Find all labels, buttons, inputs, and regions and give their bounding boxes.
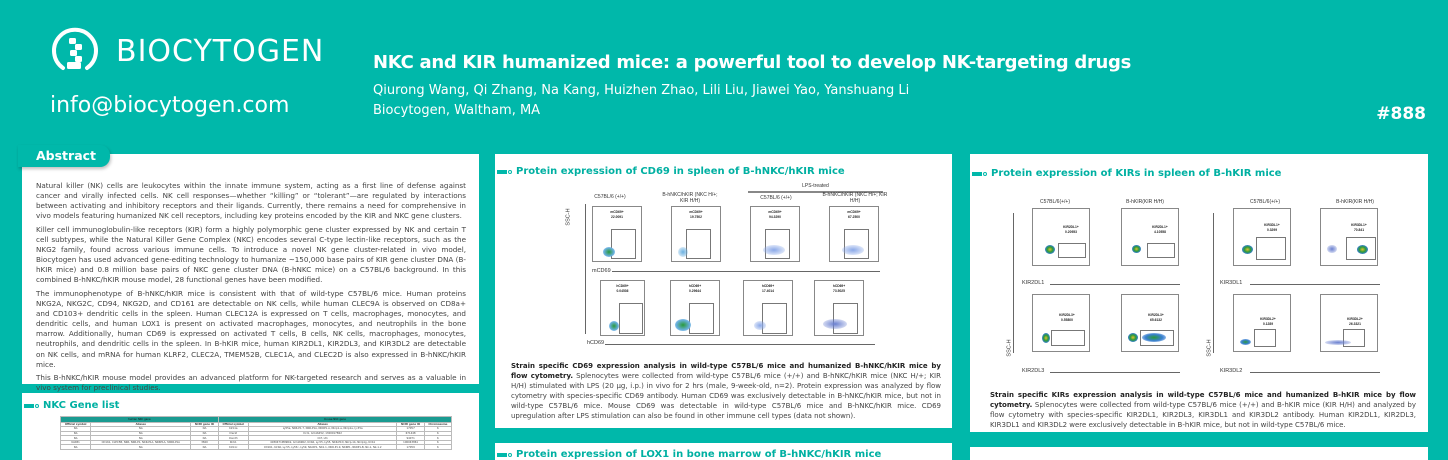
brand-name: BIOCYTOGEN [116,33,325,69]
flow-plot: KIR3DL1+ 0.3299 [1233,208,1291,266]
affiliation: Biocytogen, Waltham, MA [373,103,541,118]
flow-plot: hCD69+ 17.4014 [743,280,793,336]
x-axis-line [612,271,880,272]
abstract-panel [22,154,479,384]
x-axis-line [605,344,875,345]
cd69-heading: Protein expression of CD69 in spleen of … [497,166,845,177]
x-axis-line [1050,372,1180,373]
gate-box [844,229,869,259]
nkc-gene-table: human NKC gene mouse NKC gene Official s… [59,416,453,451]
x-axis-label: KIR2DL3 [1022,368,1045,374]
gate-box [1051,330,1085,346]
y-axis-line [585,204,586,334]
flow-plot: KIR3DL1+ 70.841 [1320,208,1378,266]
x-axis-line [1050,284,1180,285]
author-list: Qiurong Wang, Qi Zhang, Na Kang, Huizhen… [373,83,910,98]
y-axis-label: SSC-H [565,208,572,226]
y-axis-line [1213,213,1214,353]
gate-box [1140,330,1174,346]
x-axis-label: KIR3DL2 [1220,368,1243,374]
poster-number: #888 [1376,104,1426,124]
gate-box [1256,237,1286,260]
section-bullet-icon [24,403,34,408]
gate-box [1343,329,1365,347]
next-panel [970,447,1428,460]
flow-plot: KIR3DL2+ 26.3321 [1320,294,1378,352]
cd69-panel [495,154,952,428]
abstract-paragraph: This B-hNKC/hKIR mouse model provides an… [36,373,466,393]
contact-email[interactable]: info@biocytogen.com [50,93,290,118]
plot-column-title: C57BL/6(+/+) [1039,199,1071,205]
gate-box [833,303,858,334]
flow-plot: hCD69+ 73.5025 [814,280,864,336]
section-bullet-icon [497,169,507,174]
x-axis-label: hCD69 [587,340,605,346]
abstract-body: Natural killer (NK) cells are leukocytes… [36,181,466,397]
gate-box [611,229,636,259]
flow-plot: mCD69+ 22.0091 [592,206,642,262]
kir-panel [970,154,1428,432]
lox1-heading: Protein expression of LOX1 in bone marro… [497,449,881,460]
gene-list-heading: NKC Gene list [24,400,119,411]
gate-box [765,229,790,259]
flow-plot: KIR2DL3+ 65.6132 [1121,294,1179,352]
flow-plot: mCD69+ 94.3290 [750,206,800,262]
section-dot-icon [508,452,512,457]
lps-label: LPS-treated [802,183,829,189]
section-dot-icon [983,171,987,176]
flow-plot: mCD69+ 19.7502 [671,206,721,262]
lox1-panel [495,443,952,460]
gate-box [1346,237,1376,260]
kir-caption: Strain specific KIRs expression analysis… [990,391,1416,429]
flow-plot: KIR2DL1+ 4.10558 [1121,208,1179,266]
flow-plot: KIR3DL2+ 0.1289 [1233,294,1291,352]
flow-plot: hCD69+ 0.04536 [600,280,645,336]
kir-heading: Protein expression of KIRs in spleen of … [972,168,1281,179]
section-dot-icon [35,403,39,408]
y-axis-line [1013,213,1014,353]
y-axis-label: SSC-H [1206,339,1213,357]
section-bullet-icon [972,171,982,176]
y-axis-label: SSC-H [1006,339,1013,357]
brand-logo: BIOCYTOGEN [50,26,324,76]
plot-column-title: B-hKIR(KIR H/H) [1126,199,1164,205]
gate-box [762,303,787,334]
gate-box [1254,329,1276,347]
plot-column-title: B-hKIR(KIR H/H) [1336,199,1374,205]
flow-plot: hCD69+ 0.29644 [670,280,720,336]
plot-column-title: C57BL/6 (+/+) [594,194,626,200]
poster-header: BIOCYTOGEN info@biocytogen.com NKC and K… [0,0,1448,140]
abstract-paragraph: Killer cell immunoglobulin-like receptor… [36,224,466,285]
x-axis-label: KIR3DL1 [1220,280,1243,286]
flow-plot: KIR2DL1+ 0.20953 [1032,208,1090,266]
cd69-caption: Strain specific CD69 expression analysis… [511,362,941,420]
section-bullet-icon [497,452,507,457]
lps-bracket [748,191,883,193]
abstract-heading: Abstract [18,145,110,167]
x-axis-label: KIR2DL1 [1022,280,1045,286]
abstract-paragraph: The immunophenotype of B-hNKC/hKIR mice … [36,288,466,369]
table-row: KLRB1 CD161, CLEC5B, NKR, NKR-P1, NKR-P1A… [59,439,453,446]
plot-column-title: B-hNKC/hKIR (NKC H/+; KIR H/H) [822,192,888,204]
abstract-paragraph: Natural killer (NK) cells are leukocytes… [36,181,466,221]
biocytogen-logo-icon [52,27,98,70]
gate-box [686,229,711,259]
gate-box [689,303,714,334]
plot-column-title: B-hNKC/hKIR (NKC H/+; KIR H/H) [662,192,718,204]
gate-box [1058,243,1086,258]
gate-box [619,303,643,334]
flow-plot: KIR2DL3+ 0.55800 [1032,294,1090,352]
gate-box [1147,243,1175,258]
x-axis-label: mCD69 [592,268,611,274]
plot-column-title: C57BL/6 (+/+) [760,195,792,201]
plot-column-title: C57BL/6(+/+) [1249,199,1281,205]
flow-plot: mCD69+ 67.2500 [829,206,879,262]
section-dot-icon [508,169,512,174]
poster-title: NKC and KIR humanized mice: a powerful t… [373,52,1132,73]
x-axis-line [1250,284,1380,285]
table-row: NA NA NA Klrb1c CD161, Klrb6, Ly-55, Ly55c, … [59,444,453,451]
x-axis-line [1250,372,1380,373]
